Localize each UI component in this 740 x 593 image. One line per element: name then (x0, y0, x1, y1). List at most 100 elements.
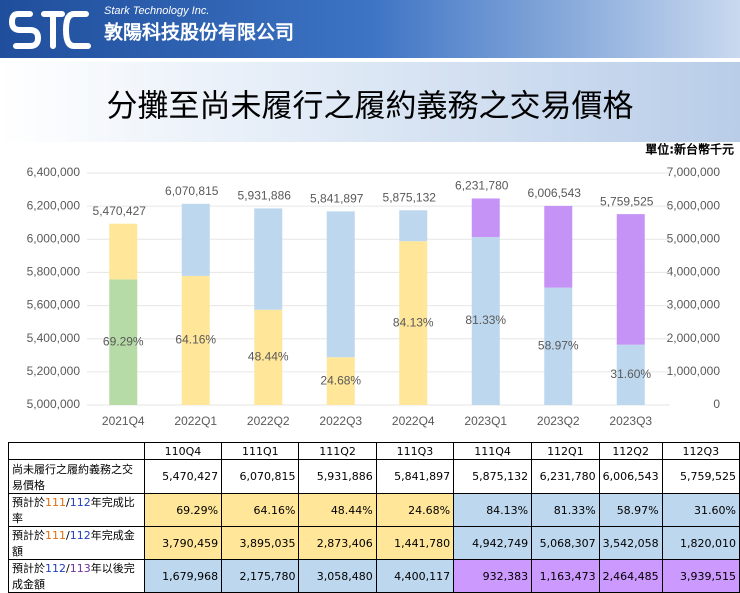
y-tick-label: 5,800,000 (27, 265, 81, 279)
y2-tick-label: 3,000,000 (667, 298, 721, 312)
table-cell: 69.29% (143, 493, 223, 527)
table-cell: 1,163,473 (531, 559, 600, 593)
table-cell: 5,875,132 (453, 459, 533, 494)
y2-tick-label: 4,000,000 (667, 265, 721, 279)
bar-segment (254, 309, 283, 405)
row-label-part: 112 (69, 529, 91, 542)
ratio-label: 58.97% (538, 338, 579, 352)
table-row: 預計於111/112年完成比率 69.29% 64.16% 48.44% 24.68% 8… (8, 493, 740, 527)
bar-segment (254, 208, 283, 310)
table-row: 預計於111/112年完成金額 3,790,459 3,895,035 2,873,4… (8, 526, 740, 560)
row-label-part: 預計於 (12, 529, 45, 542)
ratio-label: 81.33% (465, 313, 506, 327)
table-cell: 5,470,427 (143, 459, 223, 494)
company-zh: 敦陽科技股份有限公司 (104, 21, 294, 44)
y-tick-label: 5,400,000 (27, 331, 81, 345)
row-label-part: 預計於 (12, 496, 45, 509)
table-cell: 3,542,058 (598, 526, 663, 560)
row-label-part: 年完成比率 (12, 496, 135, 525)
table-cell: 1,679,968 (143, 559, 223, 593)
row-label-part: / (66, 529, 70, 542)
ratio-label: 24.68% (320, 373, 361, 387)
company-en: Stark Technology Inc. (104, 5, 209, 17)
row-label-part: / (66, 496, 70, 509)
table-cell: 6,006,543 (598, 459, 663, 494)
x-tick-label: 2022Q3 (319, 414, 362, 428)
bar-segment (544, 287, 573, 405)
bar-segment (326, 357, 355, 405)
y-tick-label: 6,200,000 (27, 198, 81, 212)
table-cell: 4,400,117 (375, 559, 455, 593)
bar-segment (544, 205, 573, 288)
ratio-label: 84.13% (393, 315, 434, 329)
bar-segment (399, 241, 428, 405)
unit-label: 單位:新台幣千元 (645, 142, 734, 157)
x-tick-label: 2022Q1 (174, 414, 217, 428)
column-header: 110Q4 (143, 442, 223, 460)
table-cell: 84.13% (453, 493, 533, 527)
column-header: 112Q1 (531, 442, 600, 460)
bar-segment (399, 210, 428, 242)
ratio-label: 48.44% (248, 350, 289, 364)
table-cell: 1,441,780 (375, 526, 455, 560)
y2-tick-label: 5,000,000 (667, 231, 721, 245)
data-table: 110Q4 111Q1 111Q2 111Q3 111Q4 112Q1 112Q2 112Q3… (8, 442, 740, 593)
bar-segment (616, 344, 645, 405)
row-label-part: 111 (45, 496, 66, 509)
table-cell: 5,759,525 (661, 459, 740, 494)
row-label-part: 預計於 (12, 562, 45, 575)
row-label-part: 尚未履行之履約義務之交易價格 (12, 462, 133, 492)
table-cell: 3,790,459 (143, 526, 223, 560)
column-header: 111Q2 (298, 442, 377, 460)
row-label-part: 113 (69, 562, 91, 575)
row-label-part: 112 (45, 562, 66, 575)
table-cell: 6,231,780 (531, 459, 600, 494)
total-label: 5,875,132 (383, 190, 437, 204)
table-row: 尚未履行之履約義務之交易價格 5,470,427 6,070,815 5,931,88… (8, 459, 740, 494)
y2-tick-label: 0 (713, 397, 720, 411)
table-row: 預計於112/113年以後完成金額 1,679,968 2,175,780 3,058… (8, 559, 740, 593)
table-cell: 2,464,485 (598, 559, 663, 593)
bar-segment (109, 279, 138, 405)
row-label: 預計於111/112年完成金額 (8, 526, 145, 560)
total-label: 6,070,815 (165, 184, 219, 198)
y2-tick-label: 7,000,000 (667, 165, 721, 179)
y-tick-label: 6,000,000 (27, 231, 81, 245)
y-tick-label: 5,000,000 (27, 397, 81, 411)
column-header: 111Q1 (221, 442, 300, 460)
bar-segment (181, 203, 210, 276)
table-cell: 3,895,035 (221, 526, 300, 560)
bar-segment (181, 275, 210, 405)
x-tick-label: 2023Q1 (464, 414, 507, 428)
row-label-part: 111 (45, 529, 66, 542)
total-label: 5,931,886 (238, 189, 292, 203)
bar-segment (471, 237, 500, 405)
total-label: 5,470,427 (93, 204, 147, 218)
table-cell: 31.60% (661, 493, 740, 527)
table-cell: 5,841,897 (375, 459, 455, 494)
column-header: 112Q3 (661, 442, 740, 460)
total-label: 5,841,897 (310, 192, 364, 206)
x-tick-label: 2021Q4 (102, 414, 145, 428)
column-header: 111Q4 (453, 442, 533, 460)
title-band (0, 62, 740, 142)
y-tick-label: 5,200,000 (27, 364, 81, 378)
column-header: 112Q2 (598, 442, 663, 460)
chart: Stark Technology Inc. 敦陽科技股份有限公司 分攤至尚未履行… (0, 0, 740, 428)
y2-tick-label: 6,000,000 (667, 198, 721, 212)
table-cell: 24.68% (375, 493, 455, 527)
x-tick-label: 2023Q3 (609, 414, 652, 428)
table-cell: 1,820,010 (661, 526, 740, 560)
total-label: 6,006,543 (528, 186, 582, 200)
table-cell: 2,175,780 (221, 559, 300, 593)
table-cell: 48.44% (298, 493, 377, 527)
x-tick-label: 2023Q2 (537, 414, 580, 428)
x-tick-label: 2022Q4 (392, 414, 435, 428)
header-band (0, 0, 740, 58)
table-cell: 2,873,406 (298, 526, 377, 560)
table-cell: 6,070,815 (221, 459, 300, 494)
ratio-label: 69.29% (103, 334, 144, 348)
row-label: 預計於111/112年完成比率 (8, 493, 145, 527)
table-cell: 4,942,749 (453, 526, 533, 560)
